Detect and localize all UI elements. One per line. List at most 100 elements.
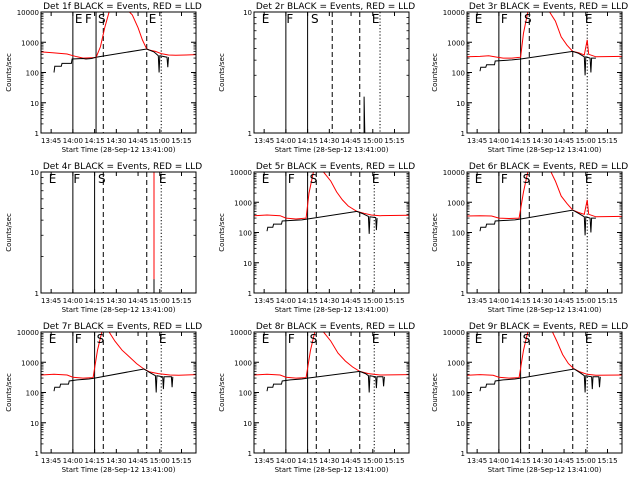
x-tick-label: 14:00 xyxy=(276,137,296,145)
events-series-line xyxy=(479,209,596,236)
x-tick-label: 13:45 xyxy=(254,457,274,465)
x-axis-label: Start Time (28-Sep-12 13:41:00) xyxy=(488,466,602,474)
phase-marker-label: S xyxy=(97,332,105,346)
phase-marker-label: E xyxy=(75,12,83,26)
phase-marker-label: E xyxy=(262,12,270,26)
y-tick-label: 10000 xyxy=(443,169,465,177)
y-axis-label: Counts/sec xyxy=(218,213,226,252)
x-tick-label: 14:45 xyxy=(554,297,574,305)
detector-panel: Det 9r BLACK = Events, RED = LLD E F S E 13:4… xyxy=(426,320,639,480)
phase-marker-label: E xyxy=(475,172,483,186)
y-tick-label: 1 xyxy=(461,450,465,458)
x-tick-label: 14:30 xyxy=(532,457,552,465)
y-tick-label: 1 xyxy=(461,290,465,298)
plot-frame xyxy=(466,171,623,294)
lld-series-line xyxy=(254,332,409,379)
plot-frame xyxy=(253,11,410,134)
x-tick-label: 14:30 xyxy=(106,297,126,305)
x-tick-label: 14:45 xyxy=(128,137,148,145)
phase-marker-label: F xyxy=(286,12,293,26)
y-axis-label: Counts/sec xyxy=(218,53,226,92)
detector-panel: Det 1f BLACK = Events, RED = LLD E F S E 13:4… xyxy=(0,0,213,160)
lld-series-line xyxy=(467,332,622,379)
events-series-line xyxy=(266,210,378,234)
x-tick-label: 15:00 xyxy=(576,137,596,145)
phase-marker-label: S xyxy=(98,172,106,186)
x-tick-label: 14:00 xyxy=(63,137,83,145)
y-tick-label: 100 xyxy=(26,390,39,398)
phase-marker-label: F xyxy=(501,332,508,346)
phase-marker-label: E xyxy=(49,172,57,186)
x-axis-label: Start Time (28-Sep-12 13:41:00) xyxy=(488,146,602,154)
x-tick-label: 14:45 xyxy=(341,137,361,145)
lld-series-line xyxy=(467,172,622,220)
plot-area xyxy=(72,172,162,293)
plot-frame xyxy=(40,331,197,454)
plot-frame xyxy=(40,11,197,134)
phase-marker-label: F xyxy=(73,172,80,186)
x-tick-label: 15:00 xyxy=(363,297,383,305)
plot-area xyxy=(41,12,196,133)
detector-panel: Det 8r BLACK = Events, RED = LLD E F S E 13:4… xyxy=(213,320,426,480)
x-tick-label: 15:15 xyxy=(597,297,617,305)
phase-marker-label: E xyxy=(475,12,483,26)
y-tick-label: 1 xyxy=(35,130,39,138)
x-tick-label: 15:00 xyxy=(363,457,383,465)
x-tick-label: 14:30 xyxy=(319,137,339,145)
y-tick-label: 1000 xyxy=(234,359,252,367)
x-tick-label: 14:15 xyxy=(511,137,531,145)
x-axis-label: Start Time (28-Sep-12 13:41:00) xyxy=(275,306,389,314)
y-tick-label: 1 xyxy=(248,130,252,138)
detector-panel: Det 7r BLACK = Events, RED = LLD E F S E 13:4… xyxy=(0,320,213,480)
x-tick-label: 14:15 xyxy=(85,457,105,465)
x-axis-label: Start Time (28-Sep-12 13:41:00) xyxy=(62,146,176,154)
panel-title: Det 4r BLACK = Events, RED = LLD xyxy=(43,162,202,172)
x-tick-label: 14:00 xyxy=(276,297,296,305)
y-tick-label: 1000 xyxy=(447,39,465,47)
x-tick-label: 13:45 xyxy=(467,137,487,145)
y-tick-label: 1 xyxy=(461,130,465,138)
y-axis-label: Counts/sec xyxy=(431,213,439,252)
x-tick-label: 14:45 xyxy=(128,457,148,465)
panel-title: Det 8r BLACK = Events, RED = LLD xyxy=(256,322,415,332)
x-tick-label: 14:30 xyxy=(106,457,126,465)
x-tick-label: 13:45 xyxy=(41,297,61,305)
phase-marker-label: F xyxy=(288,332,295,346)
x-tick-label: 14:45 xyxy=(554,137,574,145)
detector-panel: Det 5r BLACK = Events, RED = LLD E F S E 13:4… xyxy=(213,160,426,320)
phase-marker-label: E xyxy=(372,172,380,186)
x-tick-label: 14:45 xyxy=(341,457,361,465)
x-axis-label: Start Time (28-Sep-12 13:41:00) xyxy=(275,466,389,474)
phase-marker-label: S xyxy=(523,172,531,186)
y-tick-label: 10000 xyxy=(230,329,252,337)
x-tick-label: 15:15 xyxy=(171,297,191,305)
x-tick-label: 15:00 xyxy=(363,137,383,145)
y-tick-label: 10 xyxy=(456,100,465,108)
phase-marker-label: E xyxy=(372,12,380,26)
x-tick-label: 15:15 xyxy=(384,137,404,145)
y-tick-label: 10000 xyxy=(443,329,465,337)
x-tick-label: 15:00 xyxy=(150,137,170,145)
y-tick-label: 1000 xyxy=(447,359,465,367)
plot-area xyxy=(254,332,409,453)
panel-title: Det 3r BLACK = Events, RED = LLD xyxy=(469,2,628,12)
x-tick-label: 14:00 xyxy=(489,137,509,145)
plot-area xyxy=(467,12,622,133)
phase-marker-label: E xyxy=(585,332,593,346)
events-series-line xyxy=(53,368,174,393)
x-tick-label: 14:00 xyxy=(276,457,296,465)
y-tick-label: 1 xyxy=(35,450,39,458)
phase-marker-label: E xyxy=(159,172,167,186)
y-tick-label: 10 xyxy=(243,260,252,268)
x-tick-label: 14:00 xyxy=(489,297,509,305)
x-tick-label: 14:00 xyxy=(63,457,83,465)
y-tick-label: 100 xyxy=(26,70,39,78)
y-tick-label: 100 xyxy=(452,390,465,398)
x-axis-label: Start Time (28-Sep-12 13:41:00) xyxy=(275,146,389,154)
lld-series-line xyxy=(467,12,622,59)
phase-marker-label: E xyxy=(49,332,57,346)
